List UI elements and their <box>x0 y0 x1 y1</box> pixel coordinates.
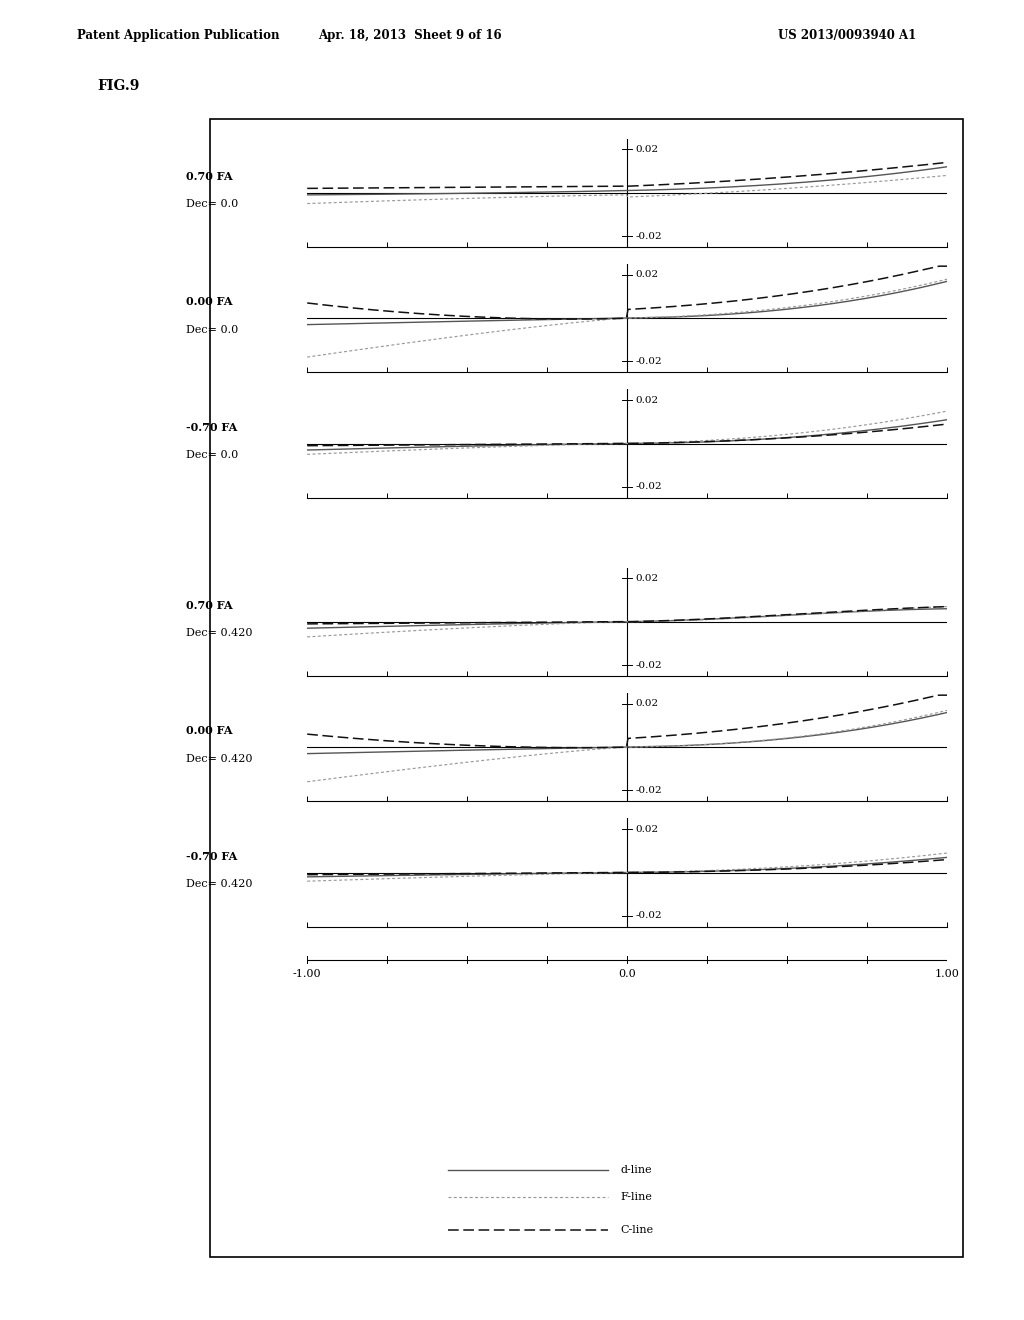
Text: Dec= 0.420: Dec= 0.420 <box>185 754 252 763</box>
Text: 0.02: 0.02 <box>635 271 658 280</box>
Text: 1.00: 1.00 <box>935 969 959 979</box>
Text: Patent Application Publication: Patent Application Publication <box>77 29 280 42</box>
Text: 0.02: 0.02 <box>635 825 658 834</box>
Text: FIG.9: FIG.9 <box>97 79 139 94</box>
Text: 0.70 FA: 0.70 FA <box>185 599 232 611</box>
Text: 0.02: 0.02 <box>635 700 658 709</box>
Text: -0.70 FA: -0.70 FA <box>185 850 237 862</box>
Text: C-line: C-line <box>621 1225 654 1234</box>
Text: Dec= 0.0: Dec= 0.0 <box>185 199 238 209</box>
Text: d-line: d-line <box>621 1164 652 1175</box>
Text: -1.00: -1.00 <box>293 969 322 979</box>
Text: 0.02: 0.02 <box>635 396 658 405</box>
Text: 0.02: 0.02 <box>635 574 658 583</box>
Text: -0.02: -0.02 <box>635 911 662 920</box>
Text: 0.0: 0.0 <box>618 969 636 979</box>
Text: 0.00 FA: 0.00 FA <box>185 296 232 308</box>
Text: Dec= 0.0: Dec= 0.0 <box>185 325 238 334</box>
Text: F-line: F-line <box>621 1192 652 1203</box>
Text: -0.02: -0.02 <box>635 231 662 240</box>
Text: Dec= 0.0: Dec= 0.0 <box>185 450 238 459</box>
Text: -0.02: -0.02 <box>635 785 662 795</box>
Text: -0.02: -0.02 <box>635 482 662 491</box>
Text: 0.02: 0.02 <box>635 145 658 154</box>
Text: 0.00 FA: 0.00 FA <box>185 725 232 737</box>
Text: Dec= 0.420: Dec= 0.420 <box>185 628 252 638</box>
Text: 0.70 FA: 0.70 FA <box>185 170 232 182</box>
Text: -0.02: -0.02 <box>635 356 662 366</box>
Text: Dec= 0.420: Dec= 0.420 <box>185 879 252 888</box>
Text: -0.02: -0.02 <box>635 660 662 669</box>
Text: Apr. 18, 2013  Sheet 9 of 16: Apr. 18, 2013 Sheet 9 of 16 <box>317 29 502 42</box>
Text: -0.70 FA: -0.70 FA <box>185 421 237 433</box>
Text: US 2013/0093940 A1: US 2013/0093940 A1 <box>778 29 916 42</box>
